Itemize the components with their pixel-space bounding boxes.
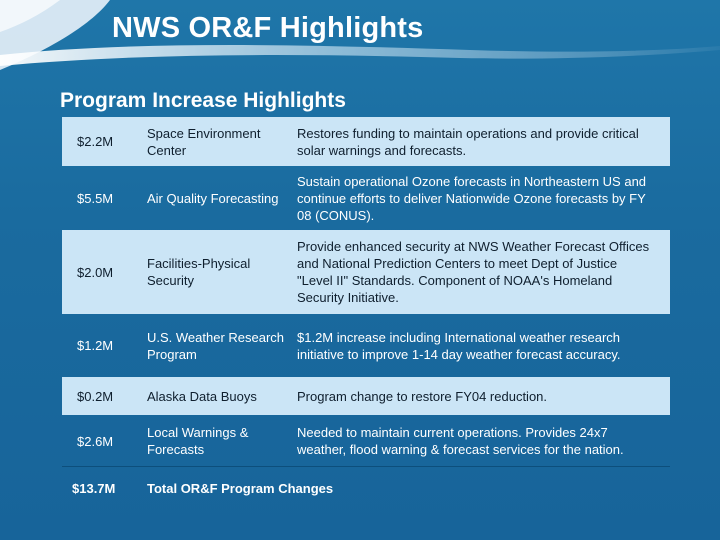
amount-cell: $2.0M [77,264,114,280]
description-cell: Needed to maintain current operations. P… [297,425,624,457]
description-cell: Restores funding to maintain operations … [297,125,639,158]
program-table: $2.2M Space Environment Center Restores … [62,117,670,509]
amount-cell: $5.5M [77,190,114,206]
amount-cell: $2.6M [77,433,114,449]
amount-cell: $1.2M [77,338,114,353]
program-cell: Alaska Data Buoys [147,388,257,404]
description-cell: Sustain operational Ozone forecasts in N… [297,173,647,223]
total-amount: $13.7M [72,480,116,496]
program-cell: Space Environment Center [147,125,261,158]
program-cell: U.S. Weather Research Program [147,329,285,362]
table-row: $0.2M Alaska Data Buoys Program change t… [62,377,670,415]
header-swoosh-graphic [0,0,720,70]
total-label: Total OR&F Program Changes [147,480,334,496]
table-row: $2.0M Facilities-Physical Security Provi… [62,230,670,314]
program-cell: Facilities-Physical Security [147,256,251,288]
table-row: $2.2M Space Environment Center Restores … [62,117,670,166]
amount-cell: $2.2M [77,134,114,149]
page-title: NWS OR&F Highlights [112,12,424,44]
total-row: $13.7M Total OR&F Program Changes [62,467,670,509]
table-row: $1.2M U.S. Weather Research Program $1.2… [62,314,670,377]
description-cell: $1.2M increase including International w… [297,329,621,362]
program-cell: Local Warnings & Forecasts [147,425,249,457]
amount-cell: $0.2M [77,388,114,404]
description-cell: Program change to restore FY04 reduction… [297,388,548,404]
program-cell: Air Quality Forecasting [147,190,279,206]
table-divider [62,466,670,467]
description-cell: Provide enhanced security at NWS Weather… [297,239,650,305]
table-row: $2.6M Local Warnings & Forecasts Needed … [62,415,670,467]
section-title: Program Increase Highlights [60,89,346,112]
table-row: $5.5M Air Quality Forecasting Sustain op… [62,166,670,230]
